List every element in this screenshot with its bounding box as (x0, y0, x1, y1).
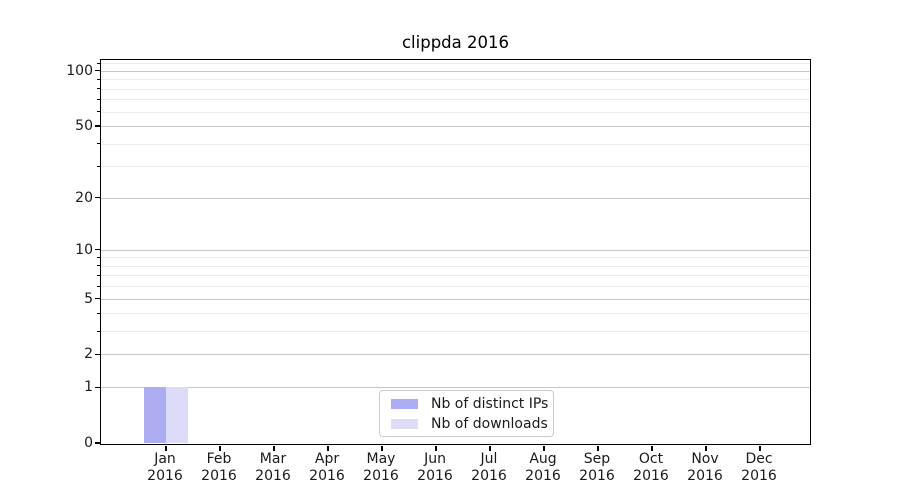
x-tick (381, 445, 383, 451)
x-tick-label: Jan 2016 (147, 451, 183, 484)
major-gridline (101, 125, 810, 127)
y-tick-label: 5 (84, 290, 93, 307)
major-gridline (101, 298, 810, 300)
minor-gridline (101, 111, 810, 113)
x-tick (489, 445, 491, 451)
y-minor-tick (96, 265, 100, 267)
legend-entry: Nb of downloads (386, 415, 548, 432)
x-tick (543, 445, 545, 451)
y-minor-tick (96, 142, 100, 145)
legend-label: Nb of distinct IPs (431, 395, 549, 412)
y-minor-tick (96, 78, 100, 80)
x-tick (759, 445, 761, 451)
y-tick-label: 20 (75, 189, 93, 206)
y-minor-tick (96, 165, 100, 167)
chart-title: clippda 2016 (401, 33, 509, 52)
x-tick-label: Aug 2016 (525, 451, 561, 484)
y-minor-tick (96, 330, 100, 332)
x-tick-label: Nov 2016 (687, 451, 723, 484)
x-tick (165, 445, 167, 451)
x-tick (327, 445, 329, 451)
minor-gridline (101, 313, 810, 315)
major-gridline (101, 354, 810, 356)
y-minor-tick (96, 312, 100, 314)
x-tick (597, 445, 599, 451)
minor-gridline (101, 88, 810, 90)
x-tick-label: May 2016 (363, 451, 399, 484)
bar-nb-of-downloads (166, 387, 188, 443)
x-tick (273, 445, 275, 451)
bar-nb-of-distinct-ips (144, 387, 166, 443)
minor-gridline (101, 275, 810, 277)
y-major-tick (94, 196, 100, 199)
legend: Nb of distinct IPs Nb of downloads (379, 390, 554, 437)
legend-swatch (391, 418, 418, 429)
major-gridline (101, 387, 810, 389)
minor-gridline (101, 265, 810, 267)
y-minor-tick (96, 274, 100, 276)
y-minor-tick (96, 285, 100, 287)
y-tick-label: 2 (84, 346, 93, 363)
y-major-tick (94, 353, 100, 355)
minor-gridline (101, 99, 810, 101)
y-major-tick (94, 125, 100, 127)
minor-gridline (101, 63, 810, 65)
major-gridline (101, 197, 810, 199)
minor-gridline (101, 331, 810, 333)
minor-gridline (101, 79, 810, 81)
major-gridline (101, 249, 810, 251)
plot-area (94, 59, 811, 451)
y-tick-label: 50 (75, 117, 93, 134)
y-minor-tick (96, 98, 100, 100)
x-tick (705, 445, 707, 451)
major-gridline (101, 70, 810, 72)
minor-gridline (101, 286, 810, 288)
x-tick-label: Dec 2016 (741, 451, 777, 484)
x-tick-label: Mar 2016 (255, 451, 291, 484)
y-major-tick (94, 297, 100, 300)
x-tick-label: Jul 2016 (471, 451, 507, 484)
x-tick-label: Jun 2016 (417, 451, 453, 484)
x-tick-label: Apr 2016 (309, 451, 345, 484)
x-tick-label: Feb 2016 (201, 451, 237, 484)
y-tick-label: 10 (75, 241, 93, 258)
x-tick-label: Oct 2016 (633, 451, 669, 484)
y-minor-tick (96, 256, 100, 258)
x-tick (219, 445, 221, 451)
y-major-tick (94, 70, 100, 72)
y-minor-tick (96, 88, 100, 90)
legend-label: Nb of downloads (431, 415, 548, 432)
y-minor-tick (96, 62, 100, 64)
y-minor-tick (96, 110, 100, 113)
legend-entry: Nb of distinct IPs (386, 395, 549, 412)
legend-swatch (391, 398, 418, 409)
y-tick-label: 100 (66, 62, 93, 79)
y-tick-label: 1 (84, 379, 93, 396)
x-tick (435, 445, 437, 451)
minor-gridline (101, 257, 810, 259)
x-tick-label: Sep 2016 (579, 451, 615, 484)
y-major-tick (94, 386, 100, 388)
minor-gridline (101, 143, 810, 145)
y-major-tick (94, 442, 100, 444)
minor-gridline (101, 166, 810, 168)
y-major-tick (94, 249, 100, 251)
x-tick (651, 445, 653, 451)
y-tick-label: 0 (84, 435, 93, 451)
